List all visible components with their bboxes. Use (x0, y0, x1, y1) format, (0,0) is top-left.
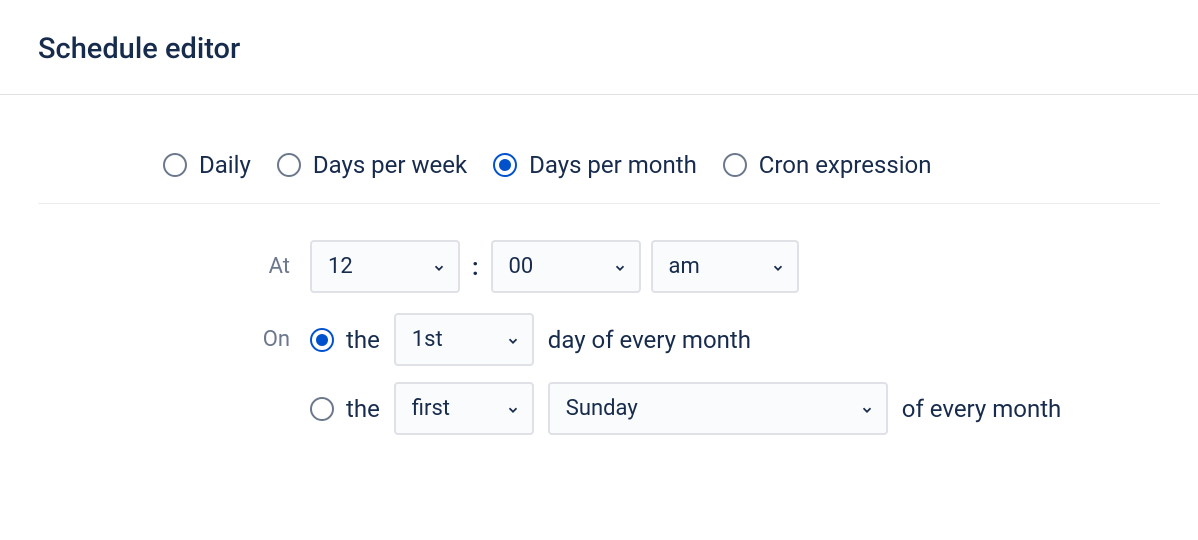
at-label: At (0, 254, 310, 279)
at-row: At 12 : 00 (0, 240, 1198, 293)
tab-days-per-week-label: Days per week (313, 151, 467, 179)
radio-icon (723, 153, 747, 177)
tab-days-per-week[interactable]: Days per week (277, 151, 467, 179)
radio-icon (493, 153, 517, 177)
radio-icon (277, 153, 301, 177)
frequency-tabs: Daily Days per week Days per month Cron … (0, 151, 1198, 203)
ampm-select[interactable]: am (651, 240, 799, 293)
weekday-ordinal-select[interactable]: first (394, 382, 534, 435)
day-of-every-month-label: day of every month (548, 326, 751, 354)
on-nth-day-row: On the 1st day of every month (0, 313, 1198, 366)
tab-days-per-month-label: Days per month (529, 151, 697, 179)
tab-daily[interactable]: Daily (163, 151, 251, 179)
minute-select[interactable]: 00 (491, 240, 641, 293)
tab-days-per-month[interactable]: Days per month (493, 151, 697, 179)
weekday-select[interactable]: Sunday (548, 382, 888, 435)
of-every-month-label: of every month (902, 395, 1061, 423)
on-nth-day-radio[interactable]: the (310, 326, 380, 354)
time-separator: : (470, 253, 481, 281)
tab-cron-expression[interactable]: Cron expression (723, 151, 932, 179)
page-title: Schedule editor (0, 0, 1198, 94)
hour-select[interactable]: 12 (310, 240, 460, 293)
tab-daily-label: Daily (199, 151, 251, 179)
the-label: the (346, 395, 380, 423)
on-weekday-row: the first Sunday (0, 382, 1198, 435)
on-label: On (0, 327, 310, 352)
nth-day-select[interactable]: 1st (394, 313, 534, 366)
radio-icon (310, 397, 334, 421)
form-rows: At 12 : 00 (0, 204, 1198, 435)
schedule-form: Daily Days per week Days per month Cron … (0, 95, 1198, 435)
radio-icon (310, 328, 334, 352)
the-label: the (346, 326, 380, 354)
radio-icon (163, 153, 187, 177)
tab-cron-expression-label: Cron expression (759, 151, 932, 179)
on-weekday-radio[interactable]: the (310, 395, 380, 423)
